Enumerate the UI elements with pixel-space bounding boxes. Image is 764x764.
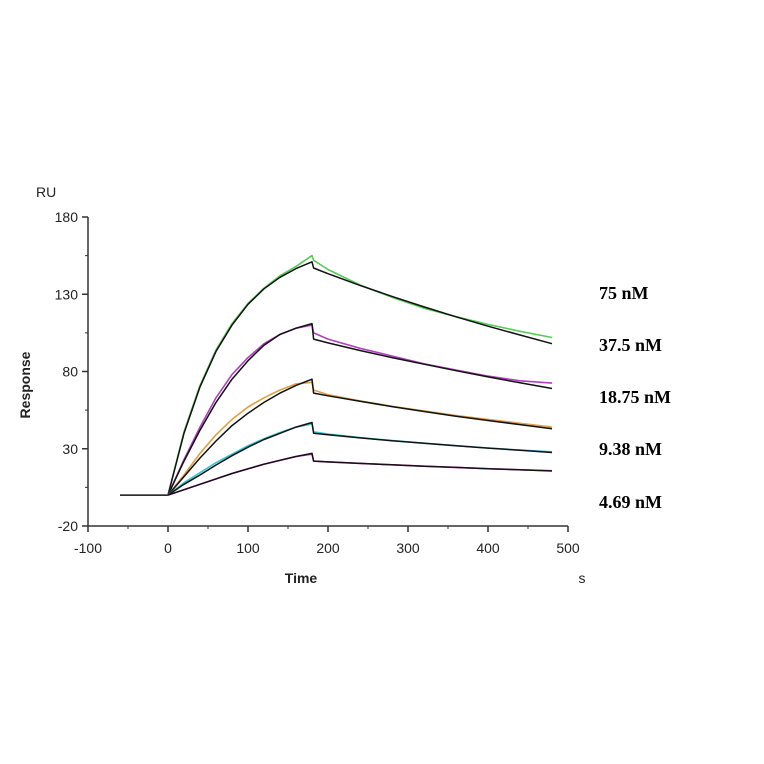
legend-label-9-38nm: 9.38 nM [599,439,662,459]
y-tick-label: 80 [62,364,78,380]
y-tick-label: 30 [62,441,78,457]
fit-curve-9-38-nm [167,421,553,496]
y-tick-label: 130 [55,286,79,302]
legend-label-75nm: 75 nM [599,283,649,303]
legend-label-18-75nm: 18.75 nM [599,387,671,407]
x-tick-label: -100 [74,540,102,556]
measured-curve-4-69-nm [167,453,553,496]
x-tick-label: 100 [236,540,260,556]
legend-label-4-69nm: 4.69 nM [599,492,662,512]
x-tick-label: 400 [476,540,500,556]
y-unit-label: RU [36,184,56,200]
x-axis-label: Time [285,570,318,586]
x-tick-label: 300 [396,540,420,556]
y-tick-label: -20 [58,518,78,534]
measured-curve-18-75-nm [167,381,553,496]
axes: -100 0 100 200 300 400 500 -20 30 80 130 180 [55,209,580,556]
x-unit-label: s [579,570,586,586]
fit-curve-75-nm [167,261,553,496]
fit-curve-4-69-nm [167,452,553,496]
fit-curve-18-75-nm [167,378,553,496]
fit-curve-37-5-nm [167,322,553,496]
x-tick-label: 200 [316,540,340,556]
curves [120,254,553,496]
x-tick-label: 500 [556,540,580,556]
y-axis-label: Response [17,351,33,418]
legend-label-37-5nm: 37.5 nM [599,335,662,355]
y-tick-label: 180 [55,209,79,225]
x-tick-label: 0 [164,540,172,556]
